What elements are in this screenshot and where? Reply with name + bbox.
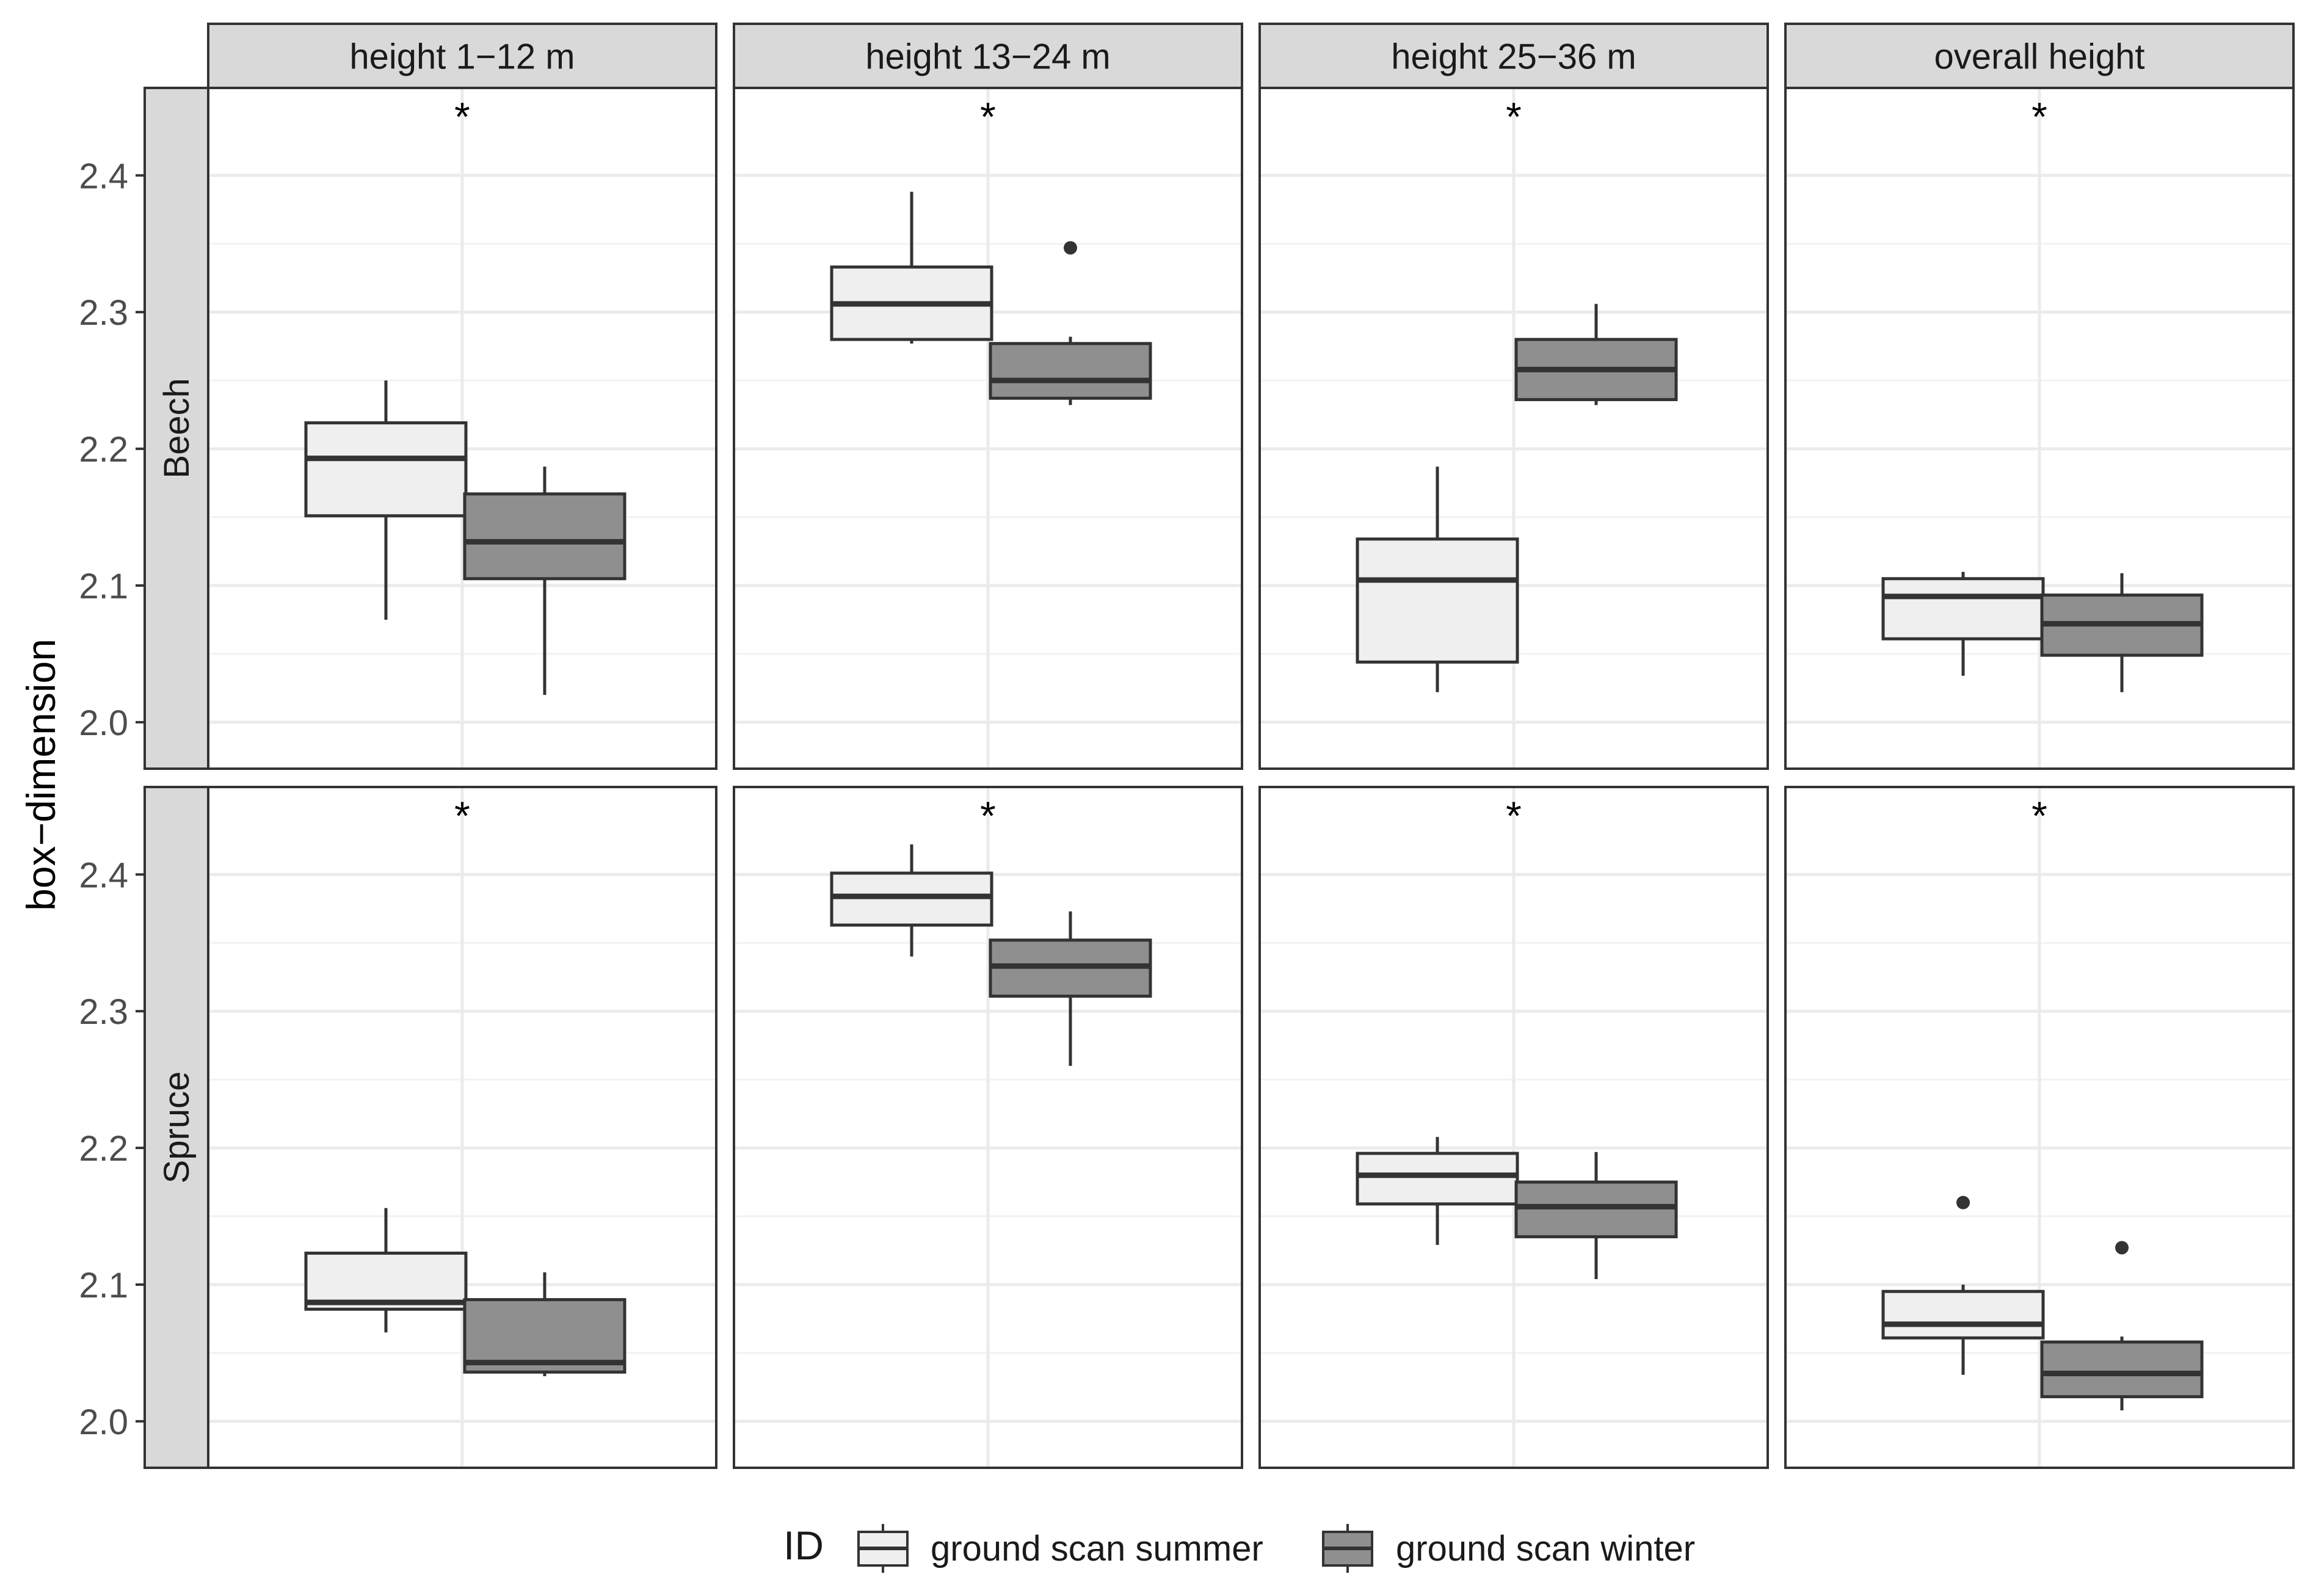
boxplot-ground-scan-winter: [463, 466, 626, 695]
facet-strips: height 1−12 m height 13−24 m height 25−36 …: [143, 23, 2295, 1469]
row-strip-label: Spruce: [157, 1072, 197, 1184]
panel-beech-height-25-36-m: *: [1258, 87, 1769, 770]
boxplot-ground-scan-summer: [830, 192, 993, 344]
panel-spruce-overall-height: *: [1784, 786, 2295, 1469]
y-tick-label: 2.1: [79, 1266, 128, 1305]
y-tick-label: 2.1: [79, 567, 128, 606]
panel-border: [733, 87, 1243, 770]
y-tick-label: 2.4: [79, 156, 128, 196]
column-strip-label: height 25−36 m: [1391, 37, 1636, 77]
column-strip-height-1-12-m: [207, 23, 717, 89]
legend-label: ground scan summer: [931, 1529, 1263, 1569]
boxplot-beech-overall-height-ground-scan-summer-box: [1881, 577, 2045, 640]
column-strip-height-13-24-m: [733, 23, 1243, 89]
column-strip-label: height 1−12 m: [349, 37, 575, 77]
boxplot-ground-scan-winter: [989, 911, 1152, 1066]
boxplot-beech-height-25-36-m-ground-scan-summer-box: [1356, 537, 1519, 664]
boxplot-beech-height-13-24-m-ground-scan-winter-outlier-point: [1064, 241, 1077, 255]
boxplot-spruce-overall-height-ground-scan-winter-box: [2040, 1340, 2204, 1399]
legend-key-ground-scan-winter: [1322, 1524, 1373, 1573]
boxplot-spruce-overall-height-ground-scan-summer-box: [1881, 1289, 2045, 1340]
y-axis: 2.0 2.1 2.2 2.3 2.4 2.0 2.1 2.2 2.3 2.4: [79, 156, 145, 1442]
column-strip-overall-height: [1784, 23, 2295, 89]
y-tick-label: 2.0: [79, 703, 128, 743]
panel-border: [207, 87, 717, 770]
panel-border: [733, 786, 1243, 1469]
boxplot-ground-scan-winter: [2040, 573, 2204, 692]
boxplot-ground-scan-winter: [989, 241, 1152, 405]
boxplot-ground-scan-summer: [830, 844, 993, 957]
boxplot-beech-height-1-12-m-ground-scan-summer-box: [304, 421, 468, 518]
panel-border: [207, 786, 717, 1469]
y-tick-label: 2.3: [79, 992, 128, 1032]
y-tick-label: 2.3: [79, 293, 128, 333]
significance-marker: *: [2032, 94, 2047, 139]
panel-border: [1784, 87, 2295, 770]
facet-panels: * * * * * * * *: [207, 87, 2295, 1469]
panel-spruce-height-1-12-m: *: [207, 786, 717, 1469]
boxplot-ground-scan-winter: [1514, 1152, 1678, 1280]
significance-marker: *: [1506, 793, 1522, 838]
boxplot-spruce-height-25-36-m-ground-scan-summer-box: [1356, 1152, 1519, 1206]
y-tick-label: 2.4: [79, 855, 128, 895]
panel-border: [1784, 786, 2295, 1469]
panel-spruce-height-13-24-m: *: [733, 786, 1243, 1469]
legend: ID ground scan summer ground scan winter: [783, 1523, 1695, 1573]
boxplot-ground-scan-summer: [1881, 1195, 2045, 1375]
y-tick-label: 2.2: [79, 1129, 128, 1169]
panel-beech-height-13-24-m: *: [733, 87, 1243, 770]
significance-marker: *: [980, 94, 996, 139]
panel-border: [1258, 87, 1769, 770]
boxplot-spruce-overall-height-ground-scan-summer-outlier-point: [1956, 1195, 1970, 1210]
boxplot-ground-scan-winter: [2040, 1241, 2204, 1410]
boxplot-ground-scan-summer: [304, 1208, 468, 1333]
legend-title: ID: [783, 1523, 824, 1568]
boxplot-ground-scan-winter: [1514, 303, 1678, 405]
panel-beech-height-1-12-m: *: [207, 87, 717, 770]
legend-label: ground scan winter: [1396, 1529, 1695, 1569]
significance-marker: *: [980, 793, 996, 838]
boxplot-ground-scan-winter: [463, 1272, 626, 1376]
y-axis-title: box−dimension: [18, 639, 64, 911]
significance-marker: *: [2032, 793, 2047, 838]
y-tick-label: 2.2: [79, 430, 128, 470]
y-tick-label: 2.0: [79, 1402, 128, 1442]
column-strip-label: overall height: [1934, 37, 2145, 77]
significance-marker: *: [1506, 94, 1522, 139]
row-strip-beech: [143, 87, 209, 770]
panel-spruce-height-25-36-m: *: [1258, 786, 1769, 1469]
panel-border: [1258, 786, 1769, 1469]
boxplot-beech-height-13-24-m-ground-scan-winter-box: [989, 342, 1152, 400]
panel-beech-overall-height: *: [1784, 87, 2295, 770]
column-strip-label: height 13−24 m: [865, 37, 1110, 77]
boxplot-ground-scan-summer: [1356, 466, 1519, 692]
significance-marker: *: [454, 793, 470, 838]
significance-marker: *: [454, 94, 470, 139]
legend-key-ground-scan-summer: [857, 1524, 909, 1573]
row-strip-label: Beech: [157, 378, 197, 478]
row-strip-spruce: [143, 786, 209, 1469]
boxplot-spruce-overall-height-ground-scan-winter-outlier-point: [2115, 1241, 2129, 1255]
boxplot-ground-scan-summer: [1356, 1137, 1519, 1246]
boxplot-ground-scan-summer: [304, 380, 468, 620]
boxplot-beech-height-1-12-m-ground-scan-winter-box: [463, 492, 626, 581]
